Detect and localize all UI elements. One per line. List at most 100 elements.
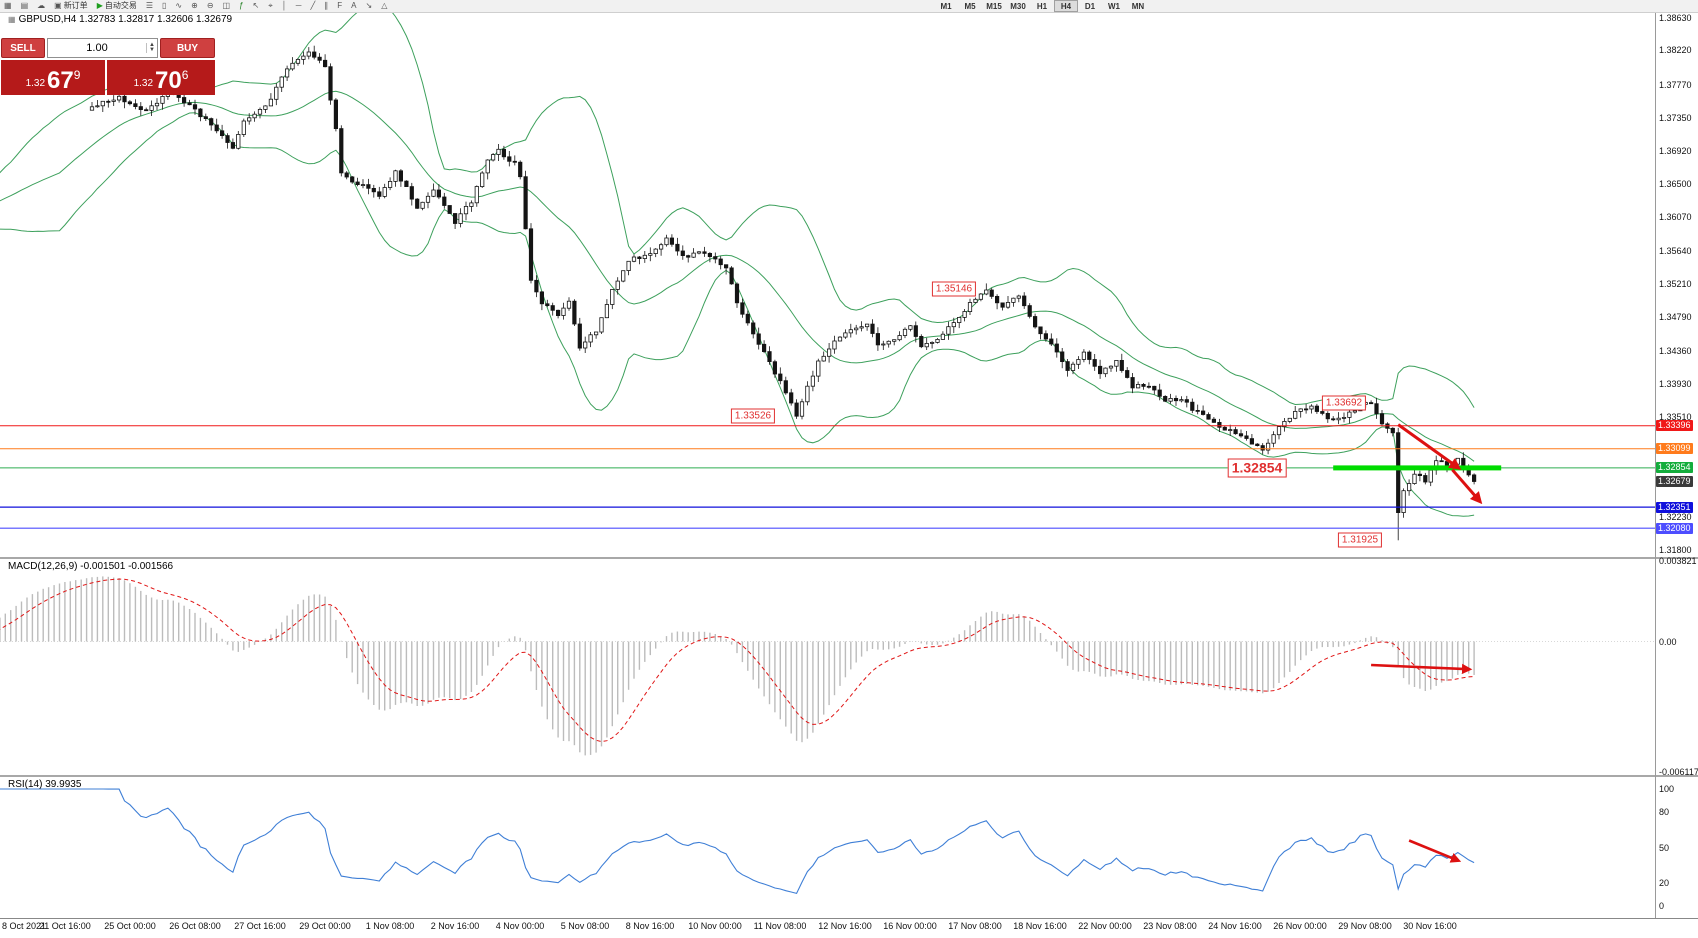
- ohlc-high: 1.32817: [118, 14, 155, 25]
- timeframe-button-M1[interactable]: M1: [940, 2, 952, 11]
- volume-stepper[interactable]: 1.00 ▲ ▼: [47, 38, 158, 58]
- tile-windows-icon[interactable]: ◫: [223, 0, 231, 12]
- price-panel-layer[interactable]: [0, 3, 1655, 541]
- macd-axis-label: 0.00: [1659, 637, 1677, 647]
- timeframe-button-M5[interactable]: M5: [964, 2, 976, 11]
- time-axis-label: 23 Nov 08:00: [1143, 921, 1197, 931]
- cloud-sync-icon[interactable]: ☁: [37, 0, 45, 12]
- sell-button[interactable]: SELL: [1, 38, 45, 58]
- price-axis-label: 1.37770: [1659, 80, 1692, 90]
- price-callout-label[interactable]: 1.32854: [1227, 458, 1287, 478]
- zoom-out-icon: ⊖: [206, 1, 214, 10]
- timeframe-button-H4[interactable]: H4: [1054, 0, 1078, 12]
- price-axis-label: 1.36920: [1659, 146, 1692, 156]
- chart-symbol-icon: ▦: [8, 15, 16, 24]
- price-axis-label: 1.34360: [1659, 346, 1692, 356]
- time-axis-label: 10 Nov 00:00: [688, 921, 742, 931]
- indicators-icon[interactable]: ƒ: [239, 0, 243, 12]
- time-axis-label: 30 Nov 16:00: [1403, 921, 1457, 931]
- price-callout-label[interactable]: 1.35146: [931, 281, 977, 297]
- price-callout-label[interactable]: 1.31925: [1337, 532, 1383, 548]
- time-axis-label: 22 Nov 00:00: [1078, 921, 1132, 931]
- panel-separator[interactable]: [0, 775, 1698, 777]
- timeframe-toolbar: M1 M5 M15 M30 H1 H4 D1 W1 MN: [934, 0, 1150, 13]
- price-level-label: 1.32351: [1656, 502, 1693, 513]
- panel-separator[interactable]: [0, 557, 1698, 559]
- text-label-icon[interactable]: A: [351, 0, 356, 12]
- horizontal-line-icon[interactable]: ─: [296, 0, 302, 12]
- time-axis-label: 8 Oct 2021: [2, 921, 47, 931]
- ohlc-close: 1.32679: [195, 14, 233, 25]
- price-axis-label: 1.35210: [1659, 279, 1692, 289]
- price-callout-label[interactable]: 1.33692: [1321, 395, 1367, 411]
- bar-chart-icon[interactable]: ☰: [146, 0, 153, 12]
- price-axis-label: 1.34790: [1659, 312, 1692, 322]
- line-chart-icon: ∿: [175, 1, 183, 10]
- price-axis-label: 1.36500: [1659, 179, 1692, 189]
- time-axis-label: 4 Nov 00:00: [495, 921, 545, 931]
- zoom-in-icon[interactable]: ⊕: [191, 0, 198, 12]
- time-axis-label: 21 Oct 16:00: [39, 921, 91, 931]
- one-click-trading-panel: SELL 1.00 ▲ ▼ BUY 1.32 67 9 1.32 70 6: [1, 38, 215, 95]
- price-axis-label: 1.38220: [1659, 45, 1692, 55]
- crosshair-icon[interactable]: ⌖: [268, 0, 273, 12]
- price-callout-label[interactable]: 1.33526: [730, 408, 776, 424]
- chart-ohlc-header: ▦ GBPUSD,H4 1.32783 1.32817 1.32606 1.326…: [8, 14, 232, 25]
- buy-price-big: 70: [155, 67, 182, 94]
- price-axis-label: 1.37350: [1659, 113, 1692, 123]
- line-chart-icon[interactable]: ∿: [175, 0, 182, 12]
- rsi-panel-layer[interactable]: [0, 788, 1475, 895]
- timeframe-button-H1[interactable]: H1: [1036, 2, 1048, 11]
- charts-grid-icon[interactable]: ▦: [4, 0, 12, 12]
- rsi-axis-label: 0: [1659, 901, 1665, 911]
- price-level-label: 1.33099: [1656, 443, 1693, 454]
- new-order-button[interactable]: ▣ 新订单: [54, 1, 88, 10]
- sell-price[interactable]: 1.32 67 9: [1, 60, 105, 95]
- time-axis-label: 5 Nov 08:00: [560, 921, 610, 931]
- profiles-icon[interactable]: ▤: [21, 0, 29, 12]
- cloud-sync-icon: ☁: [37, 1, 46, 10]
- shapes-icon[interactable]: △: [381, 0, 387, 12]
- buy-button[interactable]: BUY: [160, 38, 215, 58]
- price-axis-label: 1.33930: [1659, 379, 1692, 389]
- rsi-axis-label: 50: [1659, 843, 1670, 853]
- time-axis-label: 27 Oct 16:00: [234, 921, 286, 931]
- volume-value[interactable]: 1.00: [86, 42, 108, 54]
- macd-panel-layer[interactable]: [0, 576, 1655, 756]
- price-axis-label: 1.33510: [1659, 412, 1692, 422]
- equidistant-channel-icon: ∥: [324, 1, 329, 10]
- spinner-up-icon[interactable]: ▲: [149, 42, 155, 48]
- fibonacci-icon[interactable]: F: [337, 0, 342, 12]
- vertical-line-icon[interactable]: │: [282, 0, 287, 12]
- time-axis-label: 25 Oct 00:00: [104, 921, 156, 931]
- buy-price-prefix: 1.32: [133, 78, 154, 89]
- rsi-axis-label: 20: [1659, 878, 1670, 888]
- trendline-icon[interactable]: ╱: [310, 0, 315, 12]
- timeframe-button-W1[interactable]: W1: [1108, 2, 1120, 11]
- timeframe-button-D1[interactable]: D1: [1084, 2, 1096, 11]
- cursor-icon[interactable]: ↖: [253, 0, 260, 12]
- volume-spinner[interactable]: ▲ ▼: [146, 42, 157, 53]
- profiles-icon: ▤: [20, 1, 29, 10]
- timeframe-button-M15[interactable]: M15: [986, 2, 1002, 11]
- macd-values: -0.001501 -0.001566: [80, 561, 174, 572]
- spinner-down-icon[interactable]: ▼: [149, 47, 155, 53]
- shapes-icon: △: [381, 1, 388, 10]
- macd-header: MACD(12,26,9) -0.001501 -0.001566: [8, 561, 173, 572]
- tile-windows-icon: ◫: [222, 1, 231, 10]
- time-axis-label: 16 Nov 00:00: [883, 921, 937, 931]
- timeframe-button-M30[interactable]: M30: [1010, 2, 1026, 11]
- time-axis-label: 29 Oct 00:00: [299, 921, 351, 931]
- bar-chart-icon: ☰: [145, 1, 154, 10]
- buy-price[interactable]: 1.32 70 6: [107, 60, 215, 95]
- rsi-value: 39.9935: [45, 779, 82, 790]
- arrows-icon[interactable]: ↘: [366, 0, 373, 12]
- horizontal-line-icon: ─: [295, 1, 302, 10]
- sell-price-prefix: 1.32: [25, 78, 46, 89]
- zoom-out-icon[interactable]: ⊖: [207, 0, 214, 12]
- autotrading-button[interactable]: ▶ 自动交易: [96, 1, 137, 10]
- candlestick-chart-icon[interactable]: ▯: [162, 0, 166, 12]
- equidistant-channel-icon[interactable]: ∥: [324, 0, 328, 12]
- timeframe-button-MN[interactable]: MN: [1131, 2, 1145, 11]
